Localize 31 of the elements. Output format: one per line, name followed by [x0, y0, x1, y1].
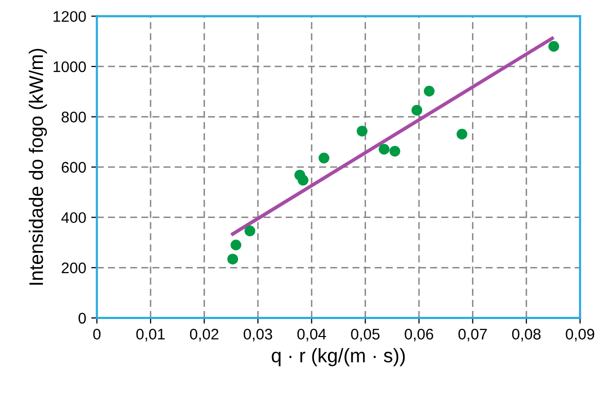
point: [227, 254, 238, 264]
point: [411, 104, 422, 116]
point: [424, 86, 435, 97]
point: [230, 240, 242, 250]
x-tick-label: 0,04: [297, 328, 326, 342]
y-tick-label: 200: [62, 262, 86, 274]
point: [456, 128, 468, 140]
y-tick-label: 800: [62, 112, 86, 122]
y-tick-label: 400: [61, 212, 86, 224]
point: [298, 174, 308, 186]
point: [318, 152, 330, 164]
y-tick-label: 1000: [54, 61, 86, 72]
x-tick-label: 0: [93, 328, 101, 340]
x-tick-label: 0,08: [512, 328, 541, 342]
x-tick-label: 0,02: [190, 328, 218, 342]
x-tick-label: 0,06: [404, 328, 434, 342]
y-tick-label: 600: [62, 162, 86, 173]
x-tick-label: 0,07: [458, 328, 487, 342]
y-tick-label: 1200: [54, 11, 86, 22]
x-axis-title: q · r (kg/(m · s)): [272, 348, 405, 366]
x-tick-label: 0,01: [136, 328, 165, 342]
point: [548, 40, 560, 52]
point: [244, 226, 256, 236]
y-axis-title: Intensidade do fogo (kW/m): [28, 48, 47, 285]
point: [389, 146, 400, 157]
y-tick-label: 0: [78, 312, 86, 324]
x-tick-label: 0,03: [244, 328, 272, 342]
point: [356, 126, 368, 136]
x-tick-label: 0,05: [351, 328, 380, 342]
point: [378, 144, 390, 155]
x-tick-label: 0,09: [566, 328, 594, 342]
